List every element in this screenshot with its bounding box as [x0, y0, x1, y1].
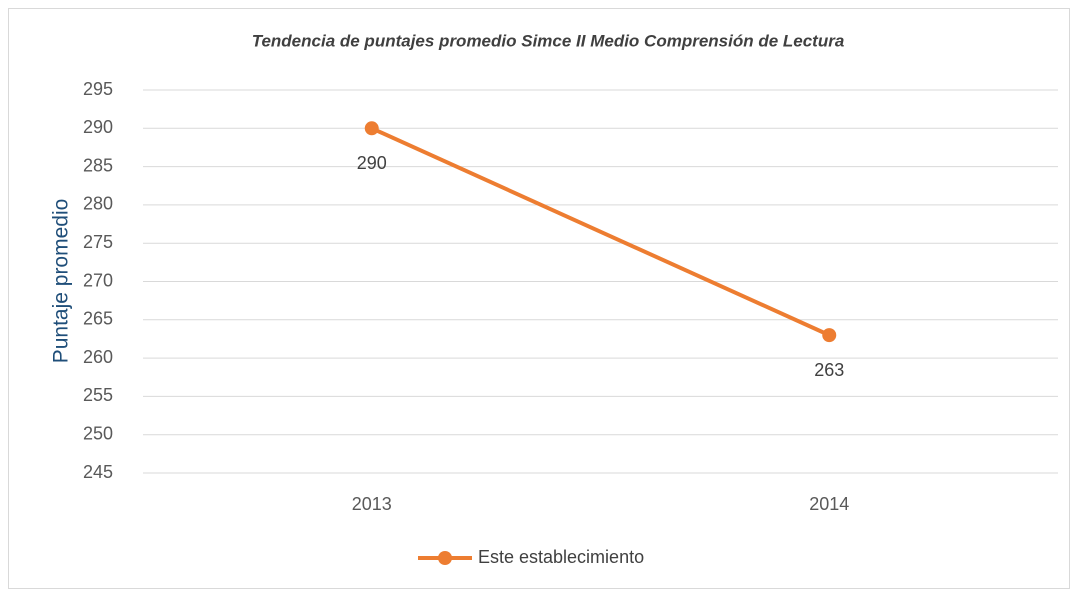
y-tick-label: 245 [83, 462, 113, 482]
x-tick-label: 2013 [352, 494, 392, 514]
y-tick-label: 275 [83, 232, 113, 252]
x-tick-label: 2014 [809, 494, 849, 514]
data-point [822, 328, 837, 343]
y-tick-label: 260 [83, 347, 113, 367]
y-tick-label: 250 [83, 423, 113, 443]
y-axis-label: Puntaje promedio [50, 199, 73, 364]
data-label: 290 [357, 153, 387, 173]
chart-title: Tendencia de puntajes promedio Simce II … [252, 31, 845, 50]
data-point [364, 121, 379, 136]
series-line [370, 126, 831, 337]
y-tick-label: 255 [83, 385, 113, 405]
chart-frame [8, 8, 1070, 589]
y-tick-label: 285 [83, 155, 113, 175]
legend-marker [438, 551, 452, 565]
y-tick-label: 290 [83, 117, 113, 137]
legend-label: Este establecimiento [478, 547, 644, 567]
y-tick-label: 265 [83, 309, 113, 329]
data-label: 263 [814, 360, 844, 380]
y-tick-label: 295 [83, 79, 113, 99]
y-tick-label: 280 [83, 194, 113, 214]
y-tick-label: 270 [83, 270, 113, 290]
